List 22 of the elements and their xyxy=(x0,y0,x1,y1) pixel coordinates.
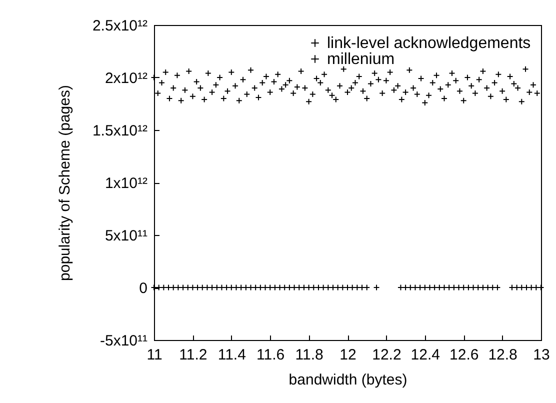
y-tick-label: 1x10¹² xyxy=(104,175,148,192)
x-tick-label: 11 xyxy=(146,346,162,364)
x-axis-title: bandwidth (bytes) xyxy=(288,372,408,388)
y-tick-label: 2x10¹² xyxy=(104,70,148,87)
y-tick-label: 0 xyxy=(139,280,148,297)
x-tick-label: 12.2 xyxy=(372,346,402,364)
legend-label: link-level acknowledgements xyxy=(327,35,531,52)
x-tick-label: 12 xyxy=(340,346,356,364)
y-tick-label: 5x10¹¹ xyxy=(104,228,148,244)
y-tick-label: 1.5x10¹² xyxy=(92,122,148,140)
x-tick-label: 11.4 xyxy=(218,346,246,364)
x-tick-label: 11.2 xyxy=(179,346,208,364)
y-tick-label: -5x10¹¹ xyxy=(100,332,148,350)
y-axis-title: popularity of Scheme (pages) xyxy=(56,85,74,281)
x-tick-label: 11.8 xyxy=(295,346,324,364)
x-tick-label: 13 xyxy=(533,346,550,364)
x-tick-label: 11.6 xyxy=(256,346,285,364)
legend-label: millenium xyxy=(327,51,395,68)
x-tick-label: 12.4 xyxy=(410,346,440,364)
x-tick-label: 12.6 xyxy=(450,346,479,364)
x-tick-label: 12.8 xyxy=(488,346,518,364)
y-tick-label: 2.5x10¹² xyxy=(92,18,148,34)
